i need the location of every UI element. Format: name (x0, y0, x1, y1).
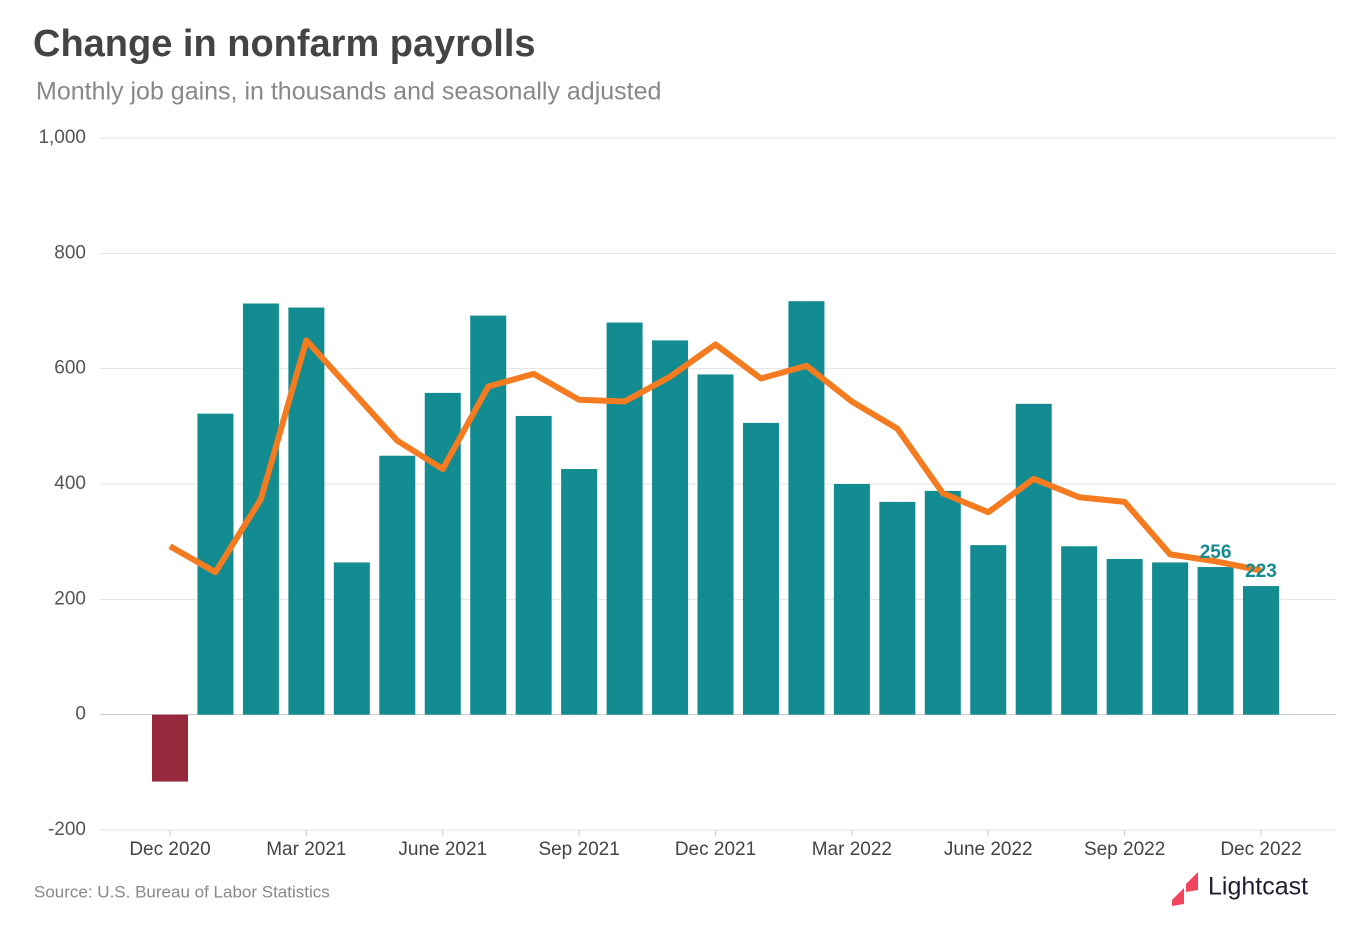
bar (242, 303, 279, 715)
bar (879, 501, 916, 715)
bar (1061, 546, 1098, 715)
x-tick-label: Dec 2020 (129, 839, 210, 860)
x-tick-label: Dec 2022 (1220, 839, 1301, 860)
y-tick-label: -200 (48, 819, 86, 840)
bar (1197, 567, 1234, 715)
bar (970, 545, 1007, 715)
bar (333, 562, 370, 715)
y-tick-label: 0 (75, 704, 86, 725)
bar (652, 340, 689, 715)
bar (561, 469, 598, 715)
x-tick-label: Sep 2022 (1084, 839, 1165, 860)
chart-title: Change in nonfarm payrolls (33, 23, 536, 65)
bar (1015, 403, 1052, 715)
source-note: Source: U.S. Bureau of Labor Statistics (34, 882, 330, 901)
y-tick-label: 200 (54, 588, 86, 609)
trend-line (168, 337, 1262, 576)
bar (152, 714, 188, 782)
bar (379, 455, 416, 715)
y-tick-label: 1,000 (38, 127, 86, 148)
x-tick-label: June 2021 (398, 839, 487, 860)
bar (697, 374, 734, 715)
bar (924, 490, 961, 715)
bar (1243, 586, 1279, 715)
x-tick-label: June 2022 (944, 839, 1033, 860)
chart-subtitle: Monthly job gains, in thousands and seas… (36, 78, 661, 106)
x-tick-label: Mar 2022 (812, 839, 892, 860)
bar (288, 307, 325, 715)
logo-text: Lightcast (1208, 873, 1308, 901)
bar (1152, 562, 1189, 715)
bar (515, 415, 552, 715)
data-label: 223 (1245, 561, 1277, 582)
logo-icon (1172, 872, 1198, 906)
y-tick-label: 800 (54, 242, 86, 263)
x-tick-label: Mar 2021 (266, 839, 346, 860)
x-tick-label: Dec 2021 (675, 839, 756, 860)
bar (742, 422, 779, 715)
x-tick-label: Sep 2021 (538, 839, 619, 860)
bar (470, 315, 507, 715)
y-tick-label: 400 (54, 473, 86, 494)
y-tick-label: 600 (54, 358, 86, 379)
bar (833, 484, 870, 715)
bar (1106, 558, 1143, 715)
data-label: 256 (1200, 542, 1232, 563)
bar (606, 322, 643, 715)
